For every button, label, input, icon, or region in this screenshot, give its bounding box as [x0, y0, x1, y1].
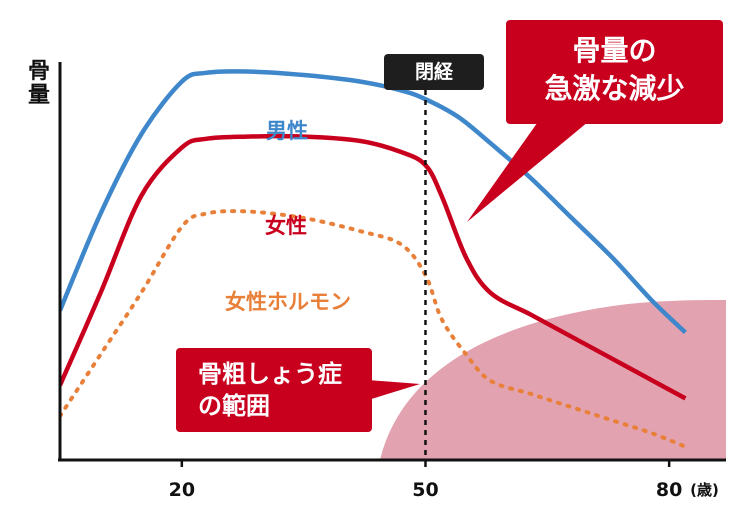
- series-line-female: [60, 133, 687, 401]
- series-line-hormone: [60, 209, 688, 449]
- series-label-female: 女性: [265, 214, 307, 238]
- bone-loss-callout-line: 急激な減少: [544, 72, 685, 105]
- bone-loss-callout-line: 骨量の: [572, 34, 657, 67]
- x-tick-label: 80: [656, 479, 682, 501]
- callout-bone-loss-pointer: [467, 112, 600, 222]
- osteoporosis-zone: [380, 300, 726, 460]
- x-tick-label: 20: [169, 479, 195, 501]
- osteoporosis-callout-line: の範囲: [198, 392, 270, 420]
- x-tick-label: 50: [412, 479, 438, 501]
- y-axis-label: 骨量: [27, 59, 50, 108]
- menopause-label: 閉経: [384, 54, 484, 90]
- osteoporosis-callout-line: 骨粗しょう症: [198, 360, 342, 388]
- series-label-male: 男性: [266, 119, 308, 143]
- bone-loss-callout: 骨量の 急激な減少: [506, 20, 723, 124]
- callout-osteoporosis-pointer: [368, 380, 420, 400]
- x-unit-label: (歳): [690, 481, 719, 499]
- series-label-hormone: 女性ホルモン: [225, 290, 351, 314]
- osteoporosis-callout: 骨粗しょう症 の範囲: [176, 348, 372, 432]
